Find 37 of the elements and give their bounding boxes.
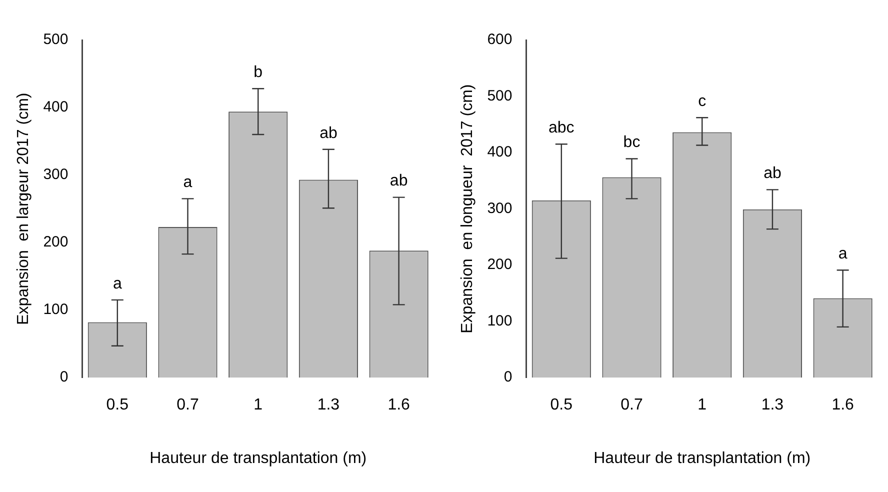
x-tick-label: 0.5 — [106, 396, 129, 414]
y-tick-label: 100 — [43, 301, 68, 318]
x-tick-label: 0.5 — [550, 396, 573, 414]
y-tick-label: 100 — [487, 312, 512, 330]
y-axis-title: Expansion en longueur 2017 (cm) — [459, 84, 476, 334]
y-tick-label: 500 — [43, 31, 68, 48]
x-tick-label: 0.7 — [620, 396, 643, 414]
y-tick-label: 300 — [43, 166, 68, 184]
x-axis-title: Hauteur de transplantation (m) — [594, 450, 811, 467]
annotation: a — [838, 246, 848, 263]
x-tick-label: 0.7 — [176, 396, 199, 414]
annotation: ab — [390, 172, 408, 190]
y-tick-label: 400 — [487, 144, 512, 161]
y-tick-label: 0 — [60, 368, 68, 386]
y-tick-label: 200 — [43, 234, 68, 251]
x-axis-title: Hauteur de transplantation (m) — [150, 450, 367, 467]
y-tick-label: 200 — [487, 256, 512, 274]
y-axis-title: Expansion en largeur 2017 (cm) — [15, 92, 32, 325]
x-tick-label: 1 — [254, 396, 263, 414]
y-tick-label: 500 — [487, 87, 512, 104]
annotation: a — [112, 275, 122, 292]
annotation: c — [698, 93, 706, 110]
annotation: abc — [548, 120, 574, 136]
annotation: ab — [320, 124, 338, 142]
x-tick-label: 1.6 — [388, 396, 410, 414]
x-tick-label: 1.6 — [832, 396, 854, 414]
annotation: bc — [623, 134, 640, 152]
x-tick-label: 1.3 — [761, 396, 784, 414]
x-tick-label: 1 — [698, 396, 707, 414]
y-tick-label: 400 — [43, 98, 68, 116]
y-tick-label: 600 — [487, 31, 512, 48]
annotation: a — [183, 174, 192, 192]
annotation: b — [254, 64, 263, 82]
x-tick-label: 1.3 — [317, 396, 340, 414]
y-tick-label: 0 — [504, 368, 512, 386]
y-tick-label: 300 — [487, 200, 512, 217]
annotation: ab — [764, 165, 782, 182]
